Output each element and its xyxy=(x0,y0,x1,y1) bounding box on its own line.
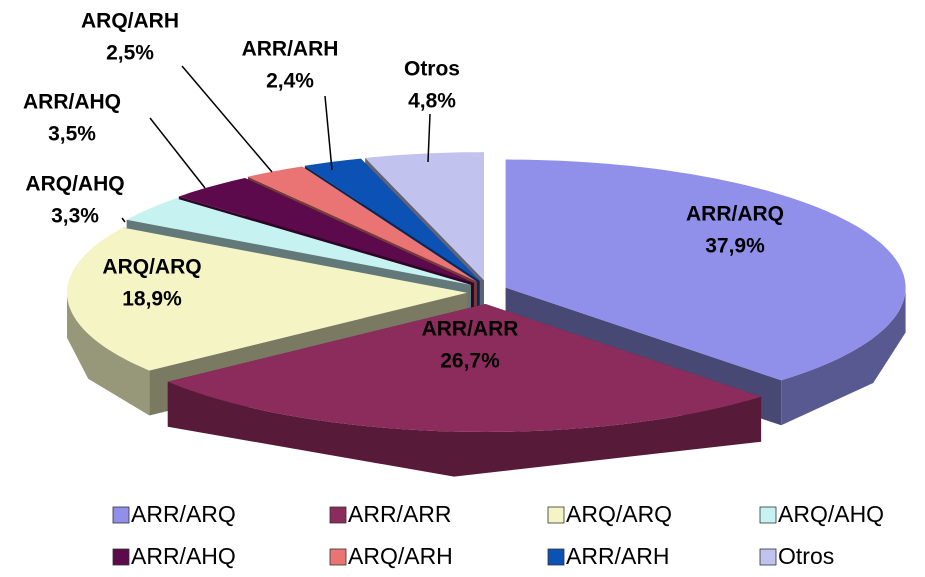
legend-swatch xyxy=(547,548,565,566)
legend-label: ARR/ARR xyxy=(348,501,452,527)
legend-label: ARR/AHQ xyxy=(131,543,236,569)
leader-line xyxy=(427,113,431,163)
data-label: 3,3% xyxy=(51,205,99,228)
legend-label: Otros xyxy=(778,543,834,569)
legend-swatch xyxy=(547,506,565,524)
slice xyxy=(67,227,468,371)
data-label-name: ARQ/ARH xyxy=(81,10,179,33)
data-label: 2,4% xyxy=(266,70,314,93)
data-label-name: Otros xyxy=(404,58,460,81)
legend-label: ARQ/ARQ xyxy=(566,501,672,527)
data-label: 26,7% xyxy=(440,350,500,373)
data-label: 4,8% xyxy=(408,90,456,113)
slice xyxy=(505,159,906,381)
data-label-name: ARQ/AHQ xyxy=(25,173,124,196)
leader-line xyxy=(149,117,206,189)
legend-swatch xyxy=(329,506,347,524)
legend-swatch xyxy=(112,548,130,566)
data-label-name: ARR/ARH xyxy=(242,38,339,61)
legend-label: ARQ/ARH xyxy=(348,543,453,569)
legend-swatch xyxy=(759,506,777,524)
legend-label: ARR/ARH xyxy=(566,543,670,569)
leader-line xyxy=(181,65,273,173)
slice-side xyxy=(67,292,150,416)
data-label-name: ARQ/ARQ xyxy=(102,256,201,279)
slice-side xyxy=(781,287,906,426)
legend-label: ARQ/AHQ xyxy=(778,501,884,527)
legend-swatch xyxy=(329,548,347,566)
leader-line xyxy=(121,217,126,223)
slice xyxy=(167,303,762,432)
slice xyxy=(178,178,474,283)
data-label-name: ARR/ARR xyxy=(422,318,519,341)
data-label: 18,9% xyxy=(122,288,182,311)
slice xyxy=(126,198,471,285)
leader-line xyxy=(324,95,333,171)
legend-swatch xyxy=(112,506,130,524)
data-label: 37,9% xyxy=(705,235,765,258)
data-label-name: ARR/ARQ xyxy=(686,203,784,226)
slice xyxy=(365,152,484,281)
legend-label: ARR/ARQ xyxy=(131,501,236,527)
data-label: 2,5% xyxy=(106,42,154,65)
data-label-name: ARR/AHQ xyxy=(23,91,121,114)
legend-swatch xyxy=(759,548,777,566)
slice-side xyxy=(167,381,762,477)
slice xyxy=(304,158,480,281)
data-label: 3,5% xyxy=(48,123,96,146)
slice xyxy=(247,166,477,282)
